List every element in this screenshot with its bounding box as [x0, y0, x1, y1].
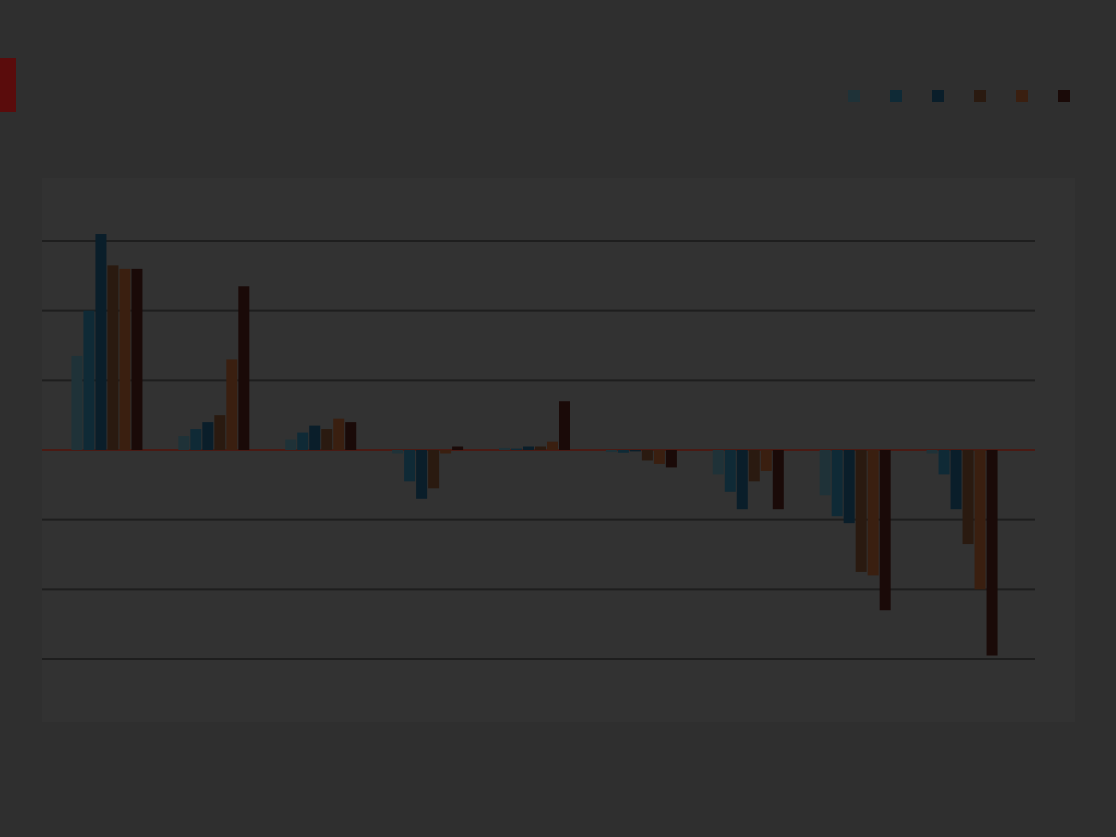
bar — [535, 446, 546, 450]
bar — [712, 450, 724, 475]
bar — [71, 355, 83, 450]
legend-swatch — [890, 90, 902, 102]
bar — [499, 447, 510, 450]
title-accent-bar — [0, 58, 16, 112]
bar — [178, 436, 190, 450]
bar — [333, 418, 345, 450]
bar — [523, 446, 534, 450]
bar — [950, 450, 962, 510]
bar — [867, 450, 879, 576]
legend-item — [848, 90, 866, 102]
legend-item — [932, 90, 950, 102]
bar — [392, 450, 404, 454]
bar — [879, 450, 891, 611]
legend-swatch — [848, 90, 860, 102]
bar — [724, 450, 736, 492]
bar — [321, 429, 333, 450]
bar — [665, 450, 677, 468]
bar — [107, 265, 119, 450]
bar — [285, 439, 297, 450]
legend-swatch — [1058, 90, 1070, 102]
legend-item — [1058, 90, 1076, 102]
bar — [605, 450, 617, 453]
bar — [547, 441, 558, 450]
bar — [641, 450, 653, 461]
bar — [653, 450, 665, 464]
bar — [855, 450, 867, 572]
bar — [214, 415, 226, 450]
bar — [962, 450, 974, 545]
bar — [131, 268, 143, 450]
legend-item — [974, 90, 992, 102]
bar — [309, 425, 321, 450]
bar — [938, 450, 950, 475]
bar — [119, 268, 131, 450]
bar — [190, 429, 202, 450]
legend-item — [1016, 90, 1034, 102]
legend-swatch — [974, 90, 986, 102]
bar — [83, 310, 95, 450]
bar — [617, 450, 629, 453]
bar — [736, 450, 748, 510]
bar — [760, 450, 772, 471]
legend-swatch — [932, 90, 944, 102]
bar — [452, 446, 464, 450]
legend-item — [890, 90, 908, 102]
bar — [238, 286, 250, 450]
bar — [559, 401, 570, 450]
bar — [428, 450, 440, 489]
bar — [974, 450, 986, 590]
bar — [986, 450, 998, 656]
bar — [440, 450, 452, 454]
bar — [416, 450, 428, 499]
legend-swatch — [1016, 90, 1028, 102]
bar — [926, 450, 938, 454]
bar — [202, 422, 214, 450]
bar — [511, 448, 522, 450]
bar — [843, 450, 855, 524]
bar — [297, 432, 309, 450]
bar — [748, 450, 760, 482]
chart-legend — [848, 90, 1076, 102]
bar — [95, 234, 107, 450]
bar — [831, 450, 843, 517]
bar — [772, 450, 784, 510]
bar — [345, 422, 357, 450]
bar — [404, 450, 416, 482]
bar — [629, 450, 641, 452]
bar — [819, 450, 831, 496]
bar — [226, 359, 238, 450]
